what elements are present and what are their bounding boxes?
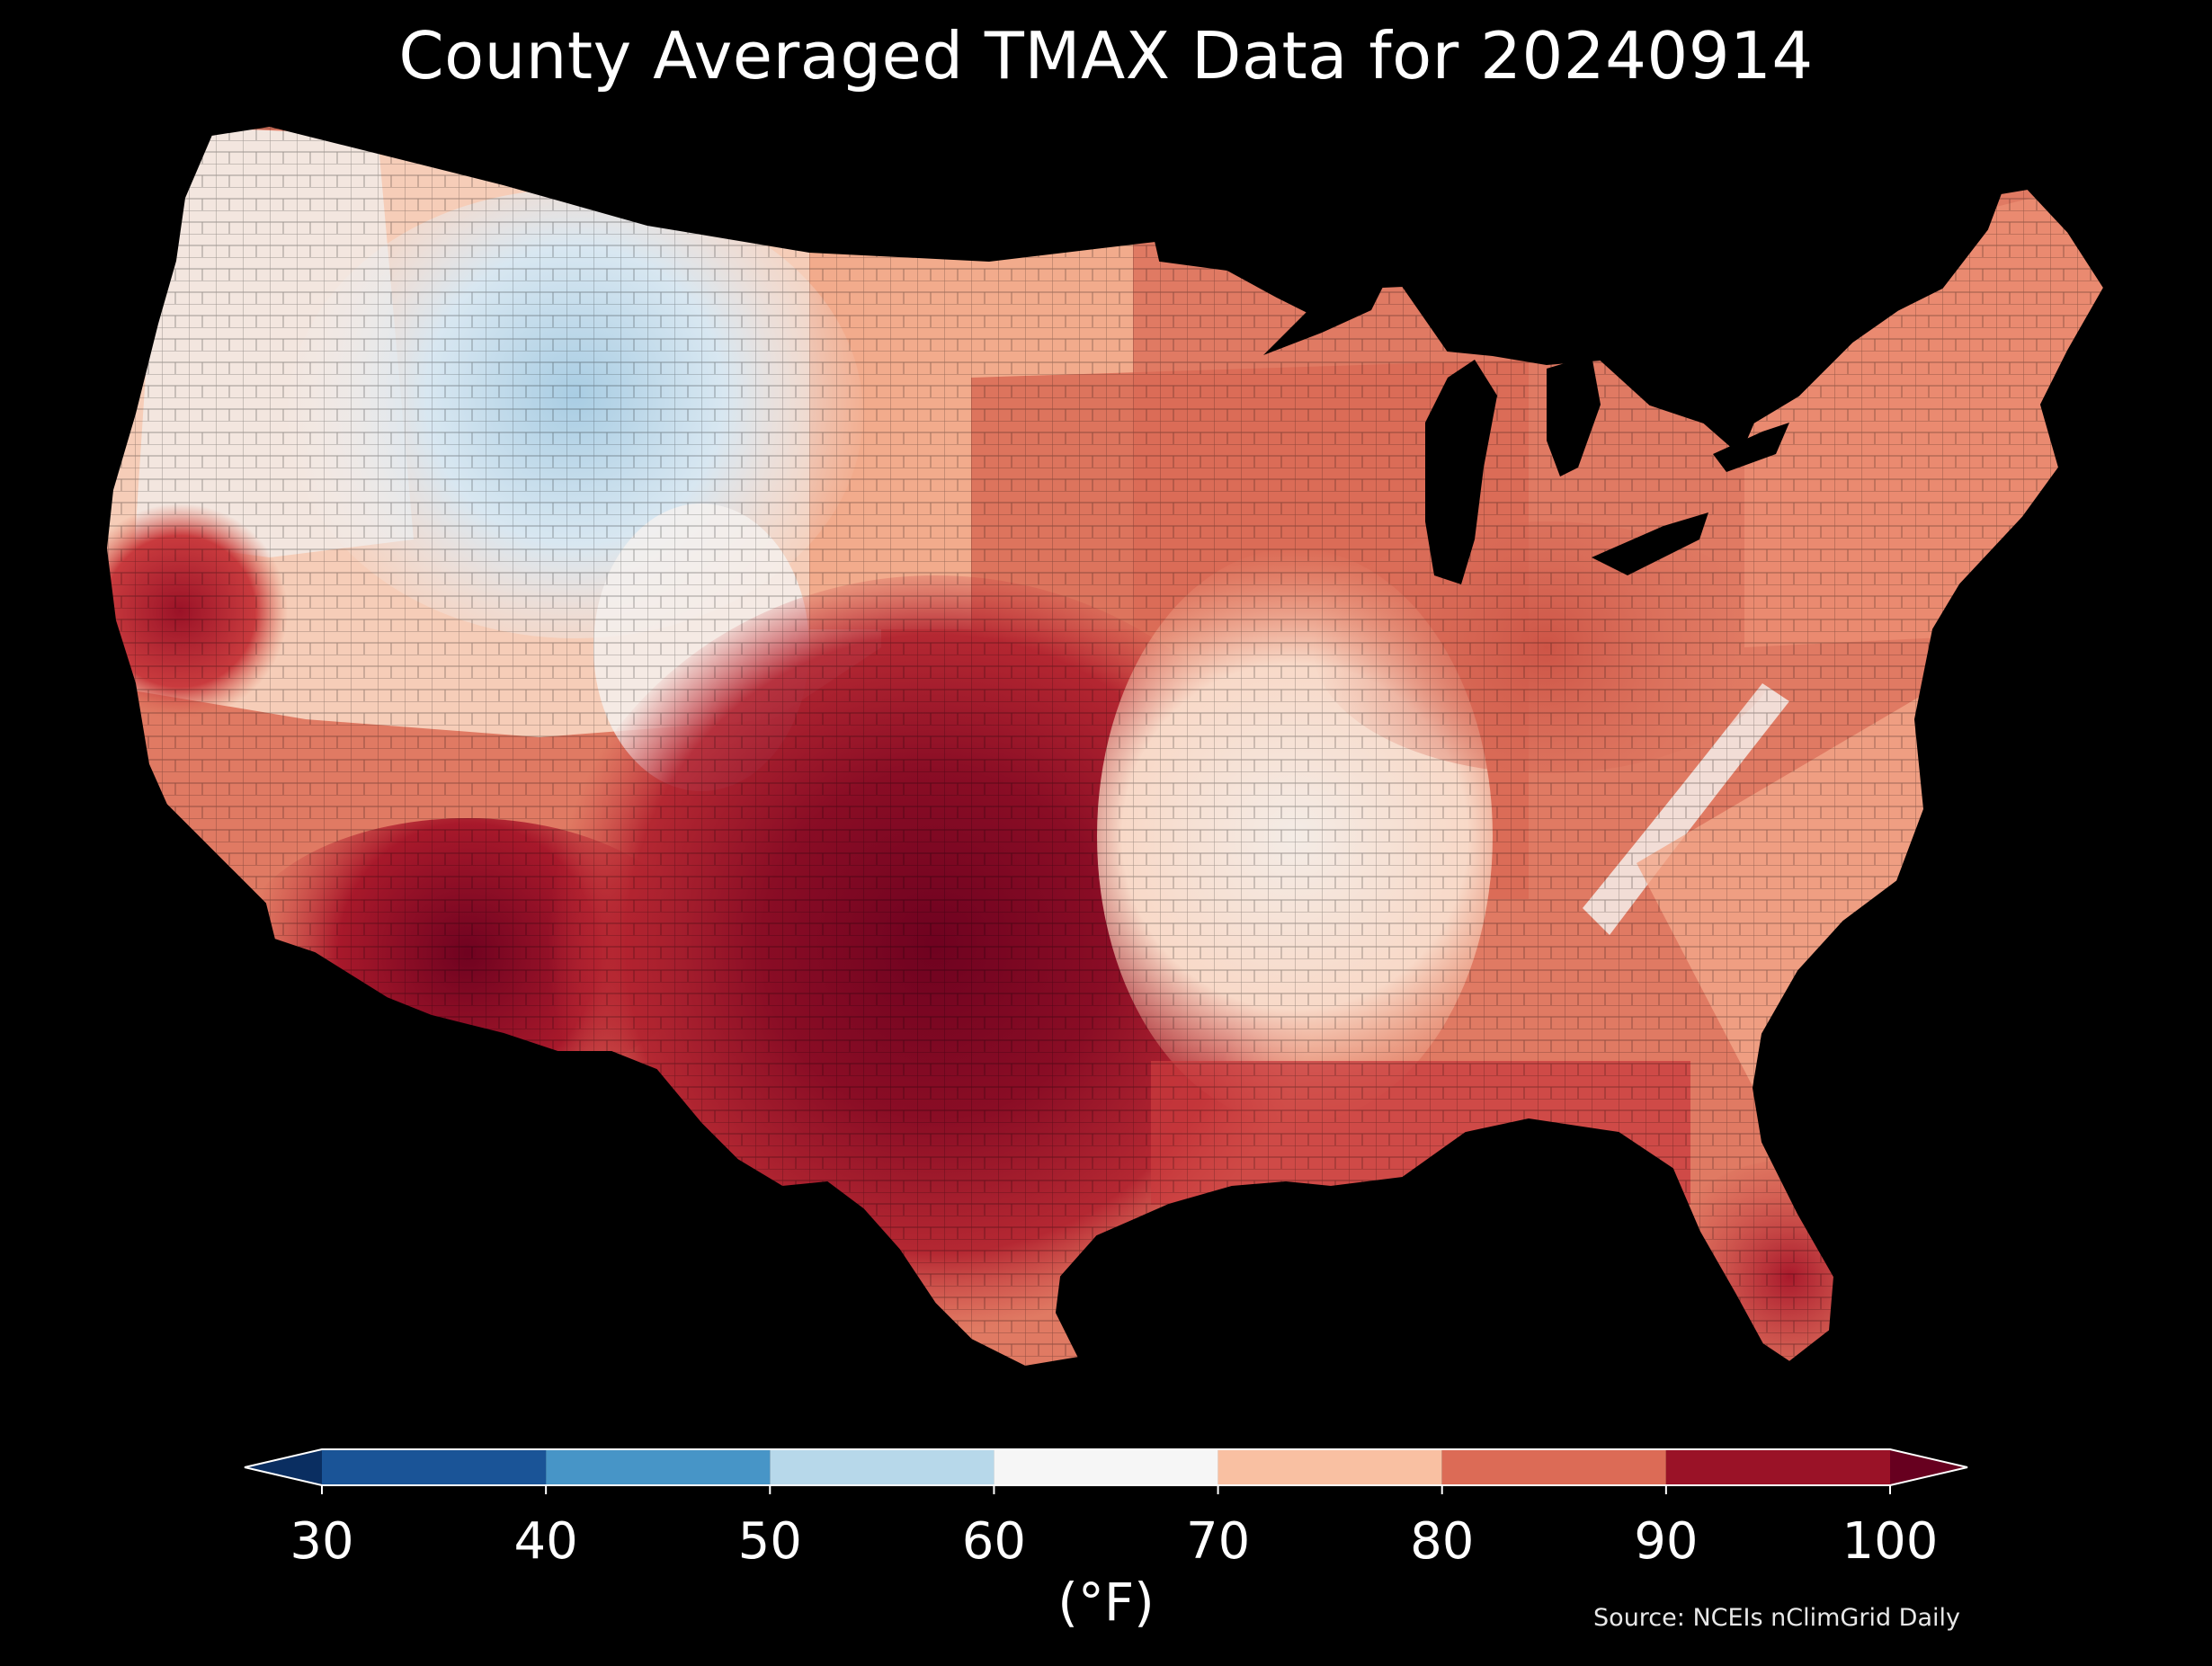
- colorbar-bin-2: [770, 1449, 995, 1485]
- colorbar-bin-1: [546, 1449, 771, 1485]
- county-tmax-map: [105, 125, 2105, 1368]
- colorbar-tick-label-3: 60: [962, 1512, 1026, 1571]
- map-title: County Averaged TMAX Data for 20240914: [398, 18, 1814, 94]
- colorbar-tick-label-4: 70: [1186, 1512, 1250, 1571]
- source-credit: Source: NCEIs nClimGrid Daily: [1593, 1604, 1960, 1632]
- colorbar-tick-label-2: 50: [738, 1512, 802, 1571]
- colorbar-under-arrow: [245, 1449, 322, 1485]
- colorbar-tick-label-5: 80: [1410, 1512, 1474, 1571]
- great-lakes: [1263, 283, 1789, 584]
- colorbar-tick-label-0: 30: [290, 1512, 353, 1571]
- colorbar-over-arrow: [1890, 1449, 1967, 1485]
- colorbar-tick-label-1: 40: [514, 1512, 578, 1571]
- colorbar-tick-label-6: 90: [1634, 1512, 1698, 1571]
- colorbar-bin-0: [322, 1449, 547, 1485]
- colorbar-bin-4: [1217, 1449, 1442, 1485]
- colorbar-unit-label: (°F): [1057, 1572, 1155, 1633]
- colorbar-bin-5: [1441, 1449, 1666, 1485]
- colorbar-bin-3: [994, 1449, 1218, 1485]
- colorbar-tick-label-7: 100: [1842, 1512, 1939, 1571]
- colorbar-bin-6: [1665, 1449, 1890, 1485]
